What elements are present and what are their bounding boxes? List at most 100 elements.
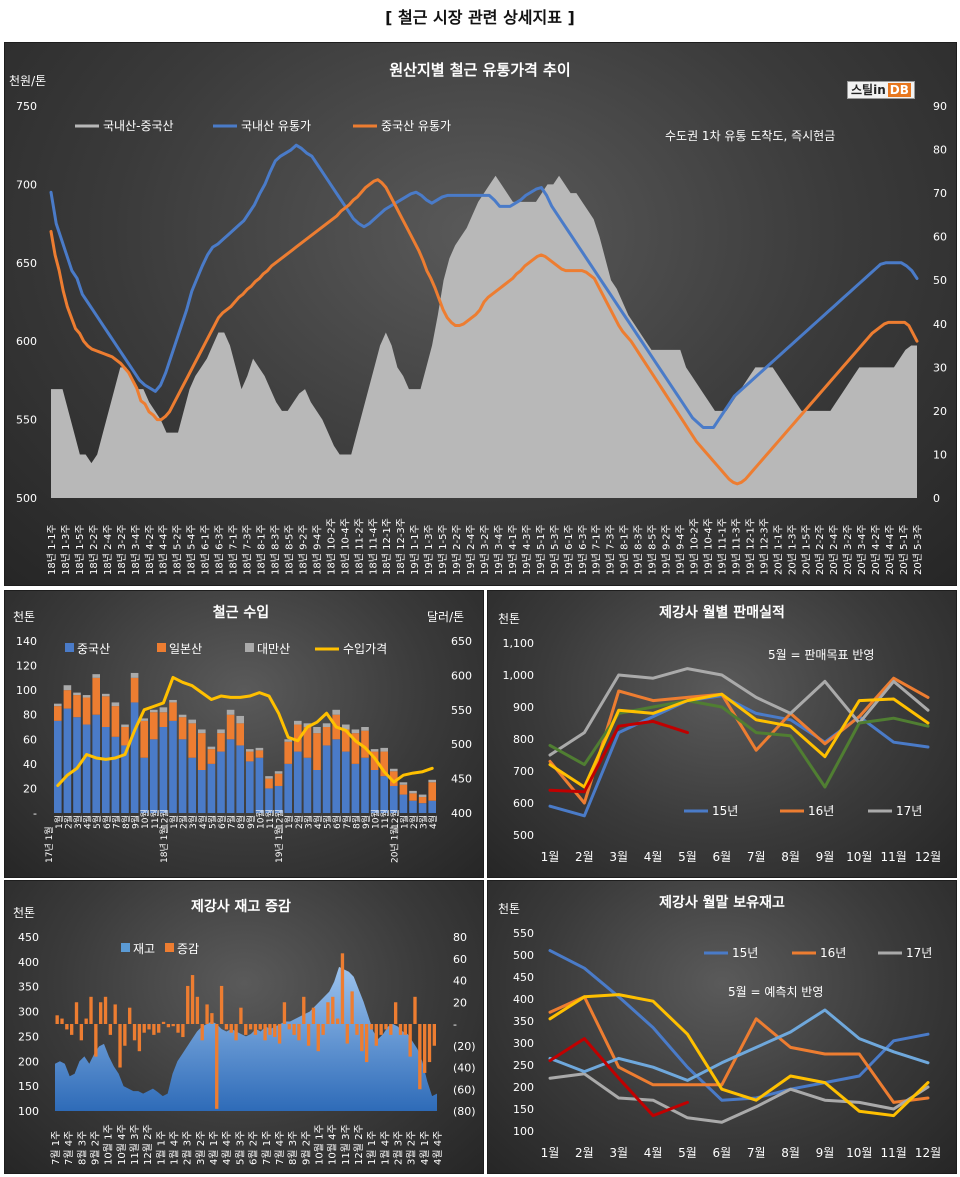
series-line-1: [548, 676, 930, 805]
x-month-label: 4월: [82, 815, 94, 829]
x-month-label: 9월: [245, 815, 257, 829]
change-bar: [297, 1024, 301, 1041]
x-tick-label: 9월 2주: [90, 1131, 102, 1165]
steelin-logo: 스틸in DB: [847, 81, 915, 99]
x-month-label: 4월: [427, 815, 439, 829]
legend-import-price: 수입가격: [343, 642, 387, 656]
chart-title: 제강사 재고 증감: [191, 898, 291, 915]
x-tick-label: 18년 12-3주: [395, 518, 407, 575]
x-tick-label: 18년 2-2주: [88, 524, 100, 575]
x-tick-label: 19년 7-3주: [605, 524, 617, 575]
import-bar: [418, 794, 427, 798]
import-bar: [178, 739, 187, 813]
y2-axis-label: 달러/톤: [427, 610, 464, 624]
change-bar: [432, 1024, 436, 1046]
import-bar: [274, 773, 283, 786]
change-bar: [331, 996, 335, 1024]
x-year-label: 17년 1월: [43, 826, 55, 863]
import-bar: [322, 727, 331, 746]
import-bar: [303, 757, 312, 813]
legend-china-swatch: [65, 643, 74, 652]
import-bar: [380, 751, 388, 777]
change-bar: [316, 1024, 320, 1052]
chart-title: 제강사 월말 보유재고: [659, 894, 785, 911]
x-tick-label: 1월: [541, 850, 560, 864]
import-bar: [188, 757, 196, 813]
change-bar: [118, 1024, 122, 1068]
change-bar: [277, 1024, 282, 1044]
change-bar: [292, 1024, 296, 1035]
import-bar: [236, 715, 244, 724]
legend-change: 증감: [177, 942, 199, 956]
import-bar: [342, 751, 350, 813]
legend-taiwan-swatch: [245, 643, 254, 652]
x-tick-label: 4월: [644, 1146, 663, 1160]
y-tick-label: -: [33, 807, 37, 820]
x-tick-label: 19년 8-3주: [633, 524, 645, 575]
import-bar: [140, 720, 148, 758]
x-month-label: 8월: [350, 815, 362, 829]
spread-area: [51, 175, 917, 498]
x-tick-label: 8월: [781, 1146, 800, 1160]
y2-tick-label: 10: [933, 448, 947, 461]
y-tick-label: 60: [23, 733, 37, 746]
x-tick-label: 4월 1주: [208, 1131, 220, 1165]
y2-tick-label: 400: [451, 807, 472, 820]
legend-japan: 일본산: [169, 642, 202, 656]
import-bar: [169, 702, 177, 721]
x-tick-label: 3월: [609, 1146, 628, 1160]
y-tick-label: 200: [18, 1055, 39, 1068]
import-bar: [63, 685, 72, 691]
change-bar: [142, 1024, 146, 1033]
import-bar: [150, 712, 158, 740]
import-bar: [313, 727, 321, 734]
import-bar: [102, 727, 110, 813]
import-bar: [188, 723, 196, 758]
y-tick-label: 700: [513, 765, 534, 778]
x-tick-label: 19년 1-1주: [409, 524, 421, 575]
legend-17: 17년: [896, 804, 922, 818]
import-bar: [332, 739, 340, 813]
y2-tick-label: 20: [933, 405, 947, 418]
import-bar: [284, 741, 292, 764]
import-bar: [351, 733, 360, 764]
import-bar: [198, 733, 206, 770]
y-tick-label: 900: [513, 701, 534, 714]
import-price-line: [56, 675, 434, 787]
import-bar: [188, 719, 196, 724]
x-tick-label: 18년 3-2주: [116, 524, 128, 575]
x-tick-label: 18년 4-4주: [158, 524, 170, 575]
change-bar: [65, 1024, 69, 1030]
import-bar: [274, 771, 283, 774]
change-bar: [321, 1024, 325, 1035]
x-tick-label: 18년 6-1주: [200, 524, 212, 575]
y2-tick-label: 80: [933, 144, 947, 157]
y-tick-label: 300: [513, 1037, 534, 1050]
monthly-sales-chart: 제강사 월별 판매실적 천톤 5월 = 판매목표 반영 500 600 700 800 900…: [498, 604, 941, 864]
change-bar: [389, 1024, 393, 1035]
chart-panel-inventory-change: 제강사 재고 증감 천톤 100 150 200 250 300 350 400 450 (80) (…: [4, 880, 484, 1174]
change-bar: [335, 1018, 340, 1024]
change-bar: [369, 1024, 374, 1030]
y-tick-label: 80: [23, 709, 37, 722]
y-tick-label: 100: [16, 684, 37, 697]
x-month-label: 11월: [149, 809, 161, 829]
x-month-label: 6월: [331, 815, 343, 829]
change-bar: [263, 1024, 267, 1041]
x-month-label: 9월: [360, 815, 372, 829]
inventory-change-chart: 제강사 재고 증감 천톤 100 150 200 250 300 350 400 450 (80) (…: [13, 898, 476, 1165]
change-bar: [258, 1024, 262, 1030]
y-tick-label: 300: [18, 1006, 39, 1019]
import-bar: [332, 709, 340, 715]
x-tick-label: 18년 12-1주: [381, 518, 393, 575]
x-tick-label: 10월 1주: [313, 1124, 325, 1165]
x-tick-label: 18년 5-4주: [186, 524, 198, 575]
change-bar: [398, 1024, 403, 1035]
x-year-label: 20년 1월: [388, 826, 400, 863]
y2-tick-label: 60: [453, 953, 467, 966]
series-line-2: [548, 1072, 930, 1124]
x-month-label: 10월: [139, 809, 151, 829]
change-bar: [248, 1024, 253, 1030]
x-tick-label: 18년 11-2주: [353, 518, 365, 575]
x-tick-label: 8월: [781, 850, 800, 864]
